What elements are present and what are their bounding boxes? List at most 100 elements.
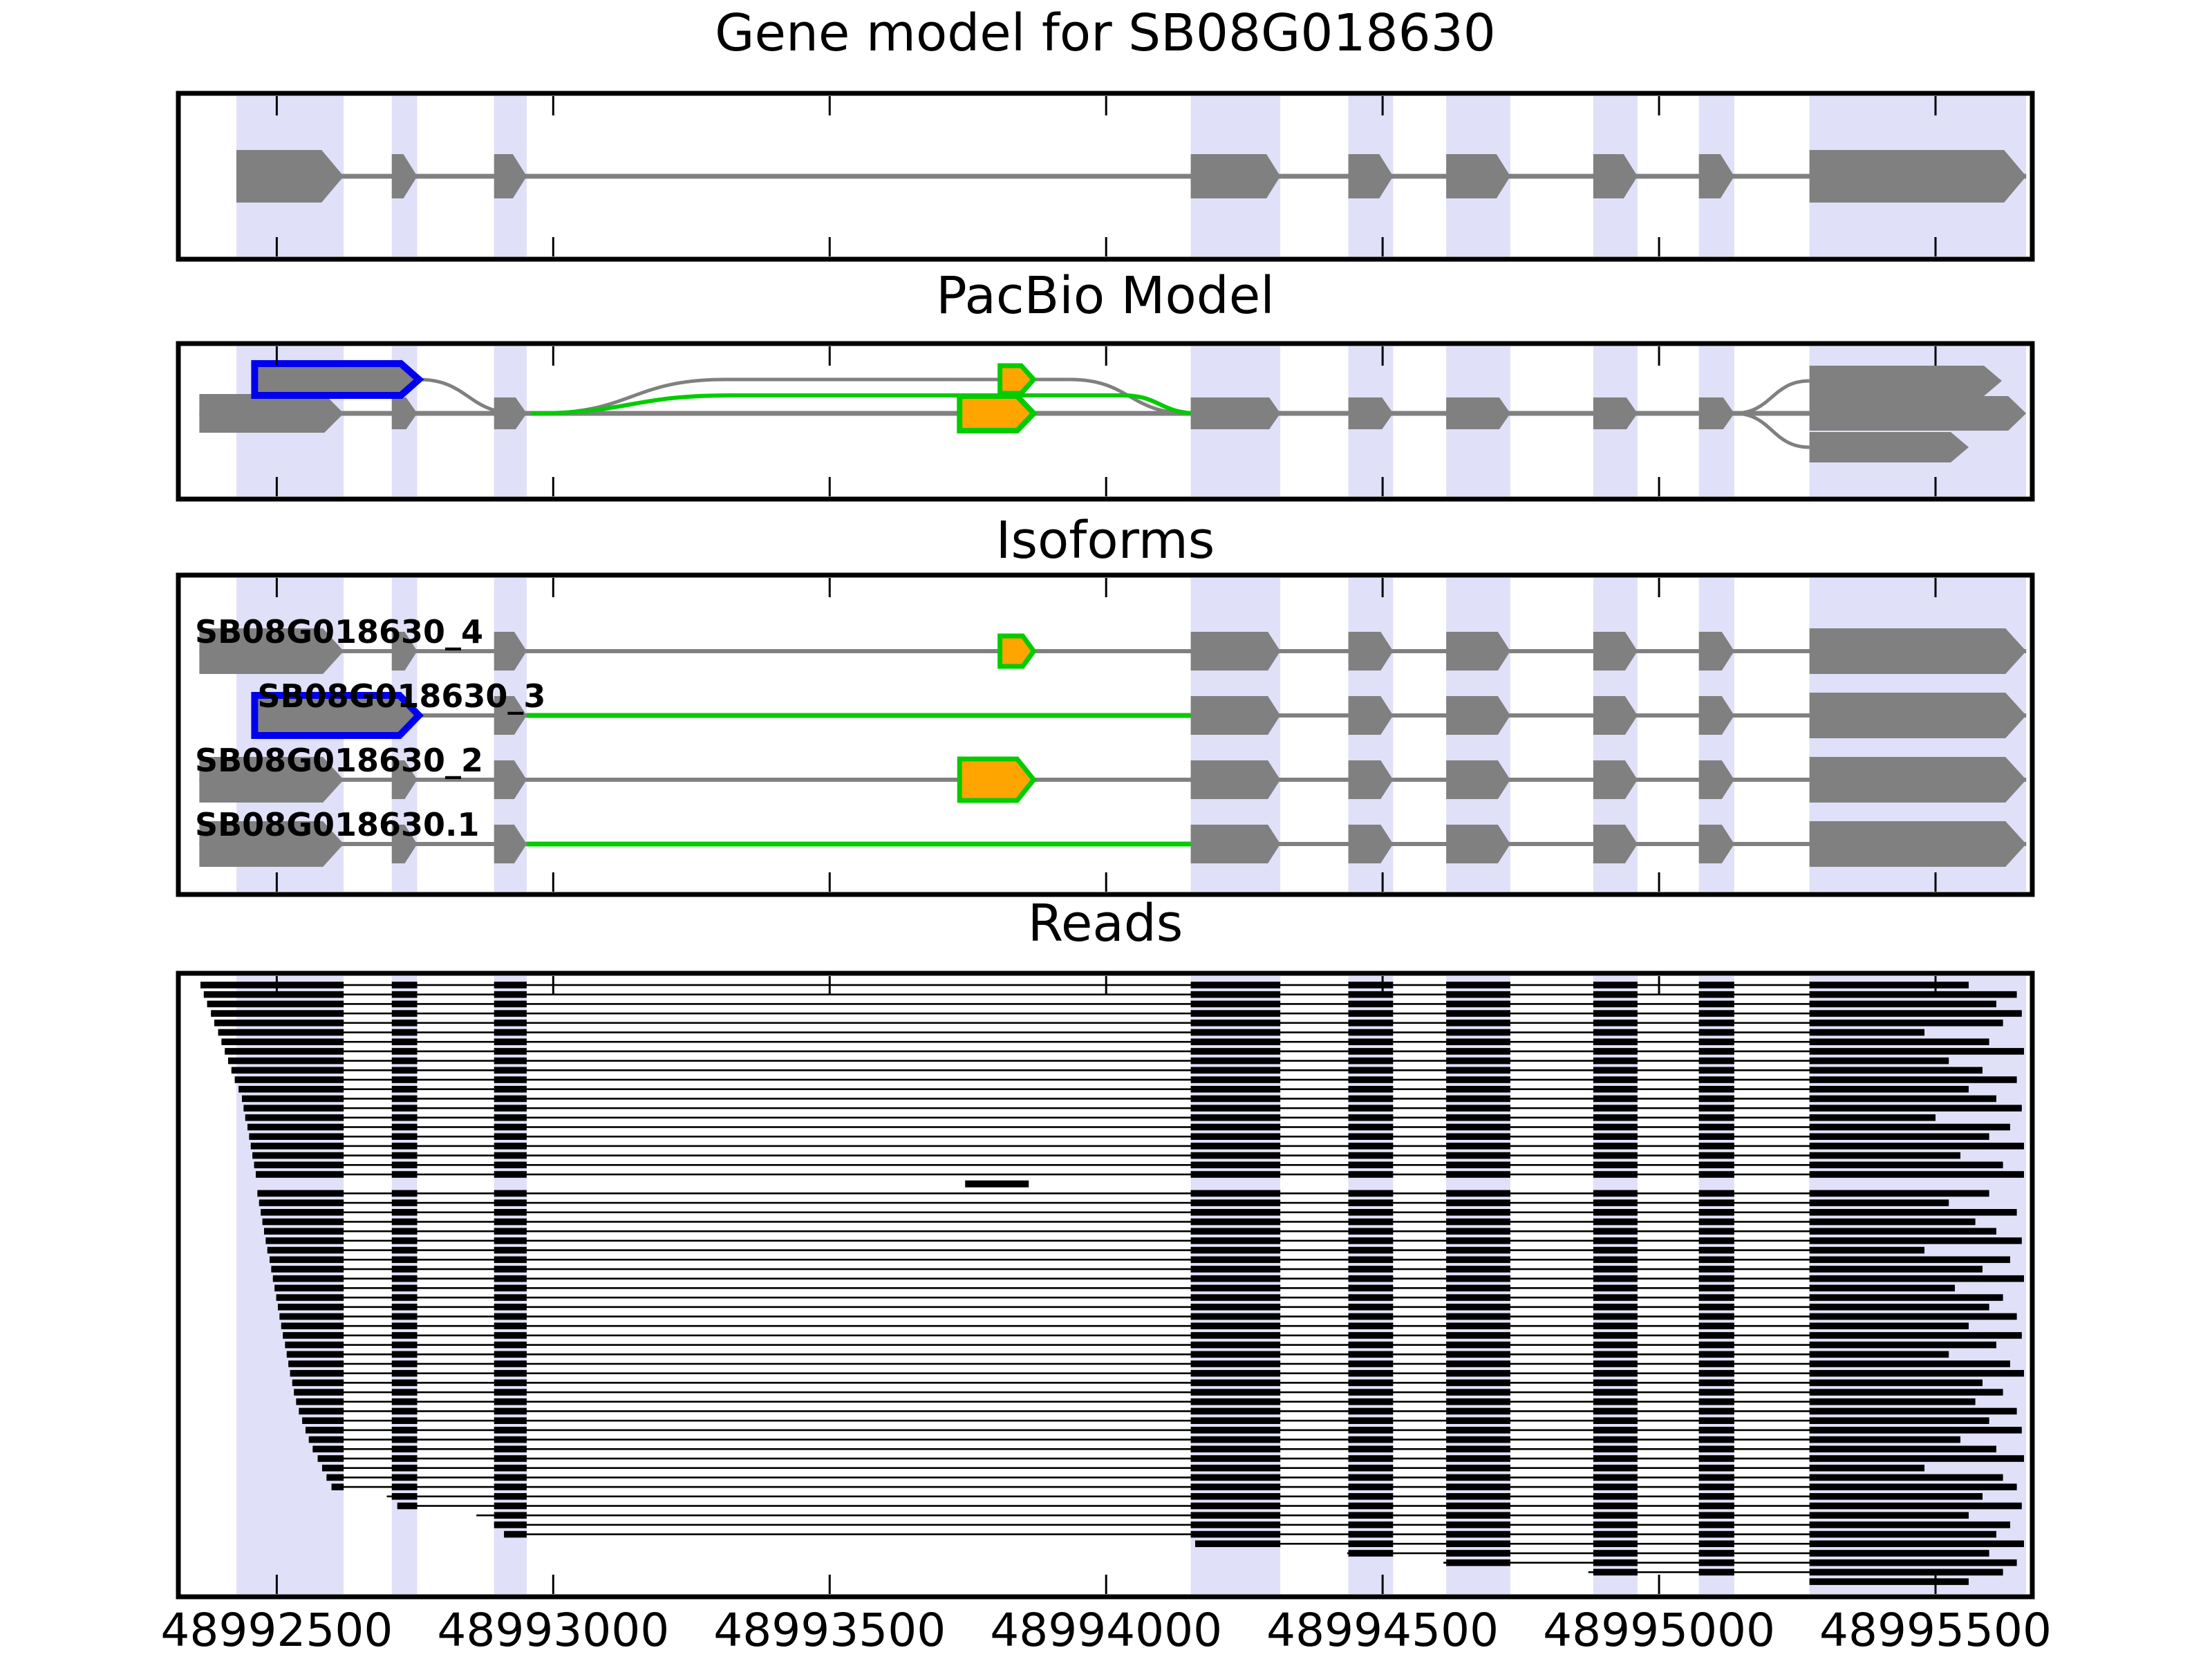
read-row [326,1474,2003,1481]
read-block [1348,1048,1394,1055]
read-block [1190,1417,1281,1424]
read-block [1809,1360,2011,1367]
read-row [321,1464,1925,1472]
read-block [331,1483,344,1490]
read-block [1809,1057,1949,1065]
read-block [231,1067,344,1074]
read-block [1593,1114,1638,1121]
read-block [494,1246,527,1254]
read-row [238,1085,1969,1093]
read-block [1190,1105,1281,1112]
read-block [1446,1209,1510,1216]
read-block [1446,1540,1510,1548]
exon-arrow [1698,760,1734,799]
read-row [476,1512,1969,1519]
read-block [1190,1256,1281,1264]
read-block [1190,1284,1281,1292]
read-block [1698,1483,1734,1490]
exon-arrow [1593,154,1638,198]
read-block [1698,1010,1734,1017]
read-block [1446,1171,1510,1178]
read-block [1809,1521,2011,1528]
read-block [1446,1483,1510,1490]
read-block [1446,1105,1510,1112]
orange-novel-exon-small [997,363,1038,396]
read-block [1446,1369,1510,1377]
read-block [1446,1199,1510,1206]
read-block [1190,1085,1281,1093]
read-block [1190,1483,1281,1490]
read-block [1190,1313,1281,1320]
read-block [1698,1152,1734,1159]
read-intron-line [271,1268,1983,1271]
read-block [1698,1304,1734,1311]
read-block [494,1228,527,1235]
read-block [494,1020,527,1027]
exon-arrow [1446,632,1510,671]
read-block [1698,1085,1734,1093]
read-block [269,1256,344,1264]
read-row [1443,1559,2017,1566]
isoforms-panel-title: Isoforms [995,511,1215,570]
read-block [1190,1237,1281,1244]
exon-arrow [1698,397,1734,429]
read-block [1446,1161,1510,1169]
read-block [1446,1000,1510,1008]
exon-arrow [1348,397,1394,429]
read-block [1190,1322,1281,1329]
read-block [1698,1369,1734,1377]
read-block [207,1000,344,1008]
read-block [1698,1209,1734,1216]
read-block [1593,1483,1638,1490]
read-block [1348,1085,1394,1093]
read-block [1190,1294,1281,1301]
reads-panel [176,971,2035,1600]
read-block [494,1445,527,1453]
exon-arrow [199,628,344,674]
read-block [1348,1502,1394,1510]
read-block [1593,1294,1638,1301]
read-block [1698,1521,1734,1528]
read-block [391,1237,418,1244]
read-block [1190,1133,1281,1140]
read-block [1698,1530,1734,1538]
read-block [1348,1133,1394,1140]
read-block [211,1010,344,1017]
read-block [1698,1455,1734,1462]
read-block [1348,1455,1394,1462]
read-block [494,1057,527,1065]
read-block [1593,1256,1638,1264]
read-block [391,1398,418,1405]
read-block [1809,1540,2025,1548]
read-block [391,1483,418,1490]
read-block [1190,1228,1281,1235]
read-intron-line [312,1448,1997,1450]
read-block [494,1114,527,1121]
reads-panel-title: Reads [1027,894,1183,953]
read-block [283,1332,344,1339]
read-intron-line [302,1419,1989,1422]
read-block [494,1171,527,1178]
read-block [494,1161,527,1169]
read-block [1348,1095,1394,1103]
read-block [391,1464,418,1472]
read-block [1809,1246,1925,1254]
exon-arrow [494,825,527,863]
read-block [1190,1512,1281,1519]
read-block [494,1275,527,1282]
read-block [391,1389,418,1396]
read-intron-line [262,1221,1976,1223]
read-block [1446,1123,1510,1131]
read-block [1446,1502,1510,1510]
read-intron-line [285,1344,1997,1346]
read-block [1698,1332,1734,1339]
read-row [276,1294,2003,1301]
read-block [1698,1057,1734,1065]
read-block [1698,1502,1734,1510]
read-block [1348,1057,1394,1065]
read-row [243,1105,2022,1112]
read-block [1809,1530,1997,1538]
pacbio-panel [176,341,2035,502]
read-row [290,1369,2025,1377]
